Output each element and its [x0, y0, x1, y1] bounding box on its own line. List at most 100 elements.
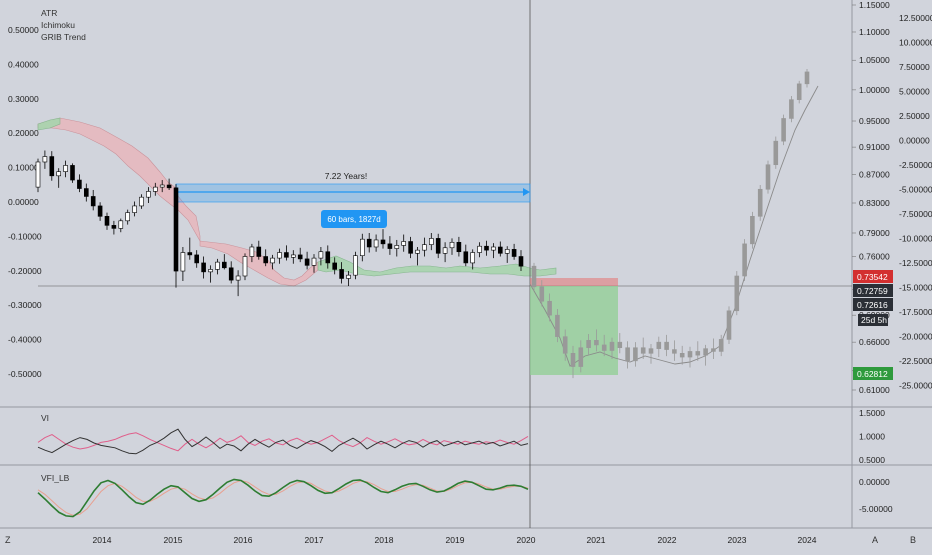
candle-body	[477, 245, 482, 253]
range-label: 7.22 Years!	[325, 171, 368, 181]
candle-body	[484, 245, 489, 251]
candle-body	[153, 186, 158, 192]
scale-mode-button[interactable]: B	[910, 535, 916, 545]
candle-body	[325, 251, 331, 264]
candle-body	[228, 267, 234, 281]
atr-tick-label: 0.20000	[8, 128, 39, 138]
badge-countdown: 25d 5h	[861, 315, 887, 325]
candle-body	[511, 249, 517, 257]
projection-candle-body	[562, 336, 568, 354]
secondary-tick-label: -20.00000	[899, 332, 932, 342]
secondary-scale[interactable]: 12.50000 10.00000 7.50000 5.00000 2.50000 0.0…	[899, 13, 932, 391]
candle-body	[401, 241, 407, 246]
projection-candle-body	[734, 275, 740, 312]
bars-label-box	[321, 210, 387, 228]
legend-ichimoku[interactable]: Ichimoku	[41, 20, 75, 30]
price-tick-label: 0.95000	[859, 116, 890, 126]
projection-candle-body	[594, 340, 599, 346]
vi-minus-line	[37, 428, 529, 455]
badge-dark1-bg	[853, 284, 893, 297]
price-tick-label: 0.61000	[859, 385, 890, 395]
candle-body	[235, 275, 241, 281]
secondary-tick-label: 2.50000	[899, 111, 930, 121]
candle-body	[408, 241, 413, 254]
candle-body	[332, 262, 338, 270]
projection-candle-body	[625, 347, 630, 362]
candle-body	[194, 254, 199, 264]
atr-tick-label: 0.40000	[8, 59, 39, 69]
secondary-tick-label: -5.00000	[899, 185, 932, 195]
candle-body	[63, 165, 68, 172]
projection-candle-body	[531, 265, 537, 288]
projection-candle-body	[617, 341, 623, 349]
stop-zone[interactable]	[530, 278, 618, 286]
candle-body	[187, 252, 193, 256]
candle-body	[118, 220, 124, 229]
projection-candle-body	[570, 353, 576, 367]
candle-body	[84, 188, 89, 197]
candle-body	[270, 257, 275, 264]
price-tick-label: 0.91000	[859, 142, 890, 152]
candle-body	[359, 238, 365, 257]
projection-candle-body	[765, 164, 771, 190]
price-tick-label: 0.83000	[859, 198, 890, 208]
projection-candle-body	[648, 348, 654, 354]
projection-candle-body	[672, 349, 677, 354]
secondary-tick-label: -2.50000	[899, 160, 932, 170]
projection-candle-body	[640, 347, 646, 354]
time-axis[interactable]: 2014 2015 2016 2017 2018 2019 2020 2021 2022 2023…	[93, 535, 817, 545]
zoom-button[interactable]: Z	[5, 535, 11, 545]
badge-green-bg	[853, 367, 893, 380]
atr-tick-label: 0.00000	[8, 197, 39, 207]
candle-body	[215, 261, 220, 270]
projection-series[interactable]	[531, 68, 810, 379]
candle-body	[159, 184, 165, 188]
secondary-tick-label: -12.50000	[899, 258, 932, 268]
candle-body	[90, 196, 96, 207]
badge-countdown-bg	[858, 314, 888, 326]
candle-body	[139, 196, 144, 207]
legend-vi[interactable]: VI	[41, 413, 49, 423]
projection-candle-body	[703, 348, 708, 356]
time-tick-label: 2023	[728, 535, 747, 545]
atr-scale[interactable]: 0.50000 0.40000 0.30000 0.20000 0.10000 0.000…	[8, 25, 42, 379]
legend-atr[interactable]: ATR	[41, 8, 57, 18]
candle-body	[449, 241, 455, 249]
auto-scale-button[interactable]: A	[872, 535, 878, 545]
time-tick-label: 2022	[658, 535, 677, 545]
candle-body	[125, 212, 130, 222]
date-range-measure[interactable]	[175, 183, 531, 203]
time-tick-label: 2020	[517, 535, 536, 545]
badge-red-bg	[853, 270, 893, 283]
vi-tick-label: 0.5000	[859, 455, 885, 465]
legend-vfi[interactable]: VFI_LB	[41, 473, 70, 483]
candlestick-series[interactable]	[35, 150, 524, 297]
projection-candle-body	[726, 310, 732, 340]
candle-body	[97, 205, 103, 217]
candle-body	[366, 238, 372, 248]
candle-body	[173, 187, 179, 272]
badge-dark2-bg	[853, 298, 893, 311]
candle-body	[208, 269, 213, 273]
time-tick-label: 2018	[375, 535, 394, 545]
time-tick-label: 2019	[446, 535, 465, 545]
candle-body	[49, 156, 55, 177]
secondary-tick-label: 7.50000	[899, 62, 930, 72]
candle-body	[284, 252, 289, 258]
legend-grib-trend[interactable]: GRIB Trend	[41, 32, 86, 42]
candle-body	[180, 252, 186, 272]
vfi-pane[interactable]: 0.00000 -5.00000	[37, 477, 893, 518]
price-tick-label: 0.76000	[859, 252, 890, 262]
candle-body	[518, 256, 524, 267]
candle-body	[290, 254, 296, 258]
price-tick-label: 1.15000	[859, 0, 890, 10]
projection-candle-body	[601, 344, 607, 351]
atr-tick-label: -0.30000	[8, 300, 42, 310]
price-tick-label: 1.05000	[859, 55, 890, 65]
candle-body	[373, 239, 379, 248]
vi-pane[interactable]: 1.5000 1.0000 0.5000	[37, 408, 885, 465]
projection-candle-body	[711, 348, 716, 352]
candle-body	[104, 216, 110, 226]
